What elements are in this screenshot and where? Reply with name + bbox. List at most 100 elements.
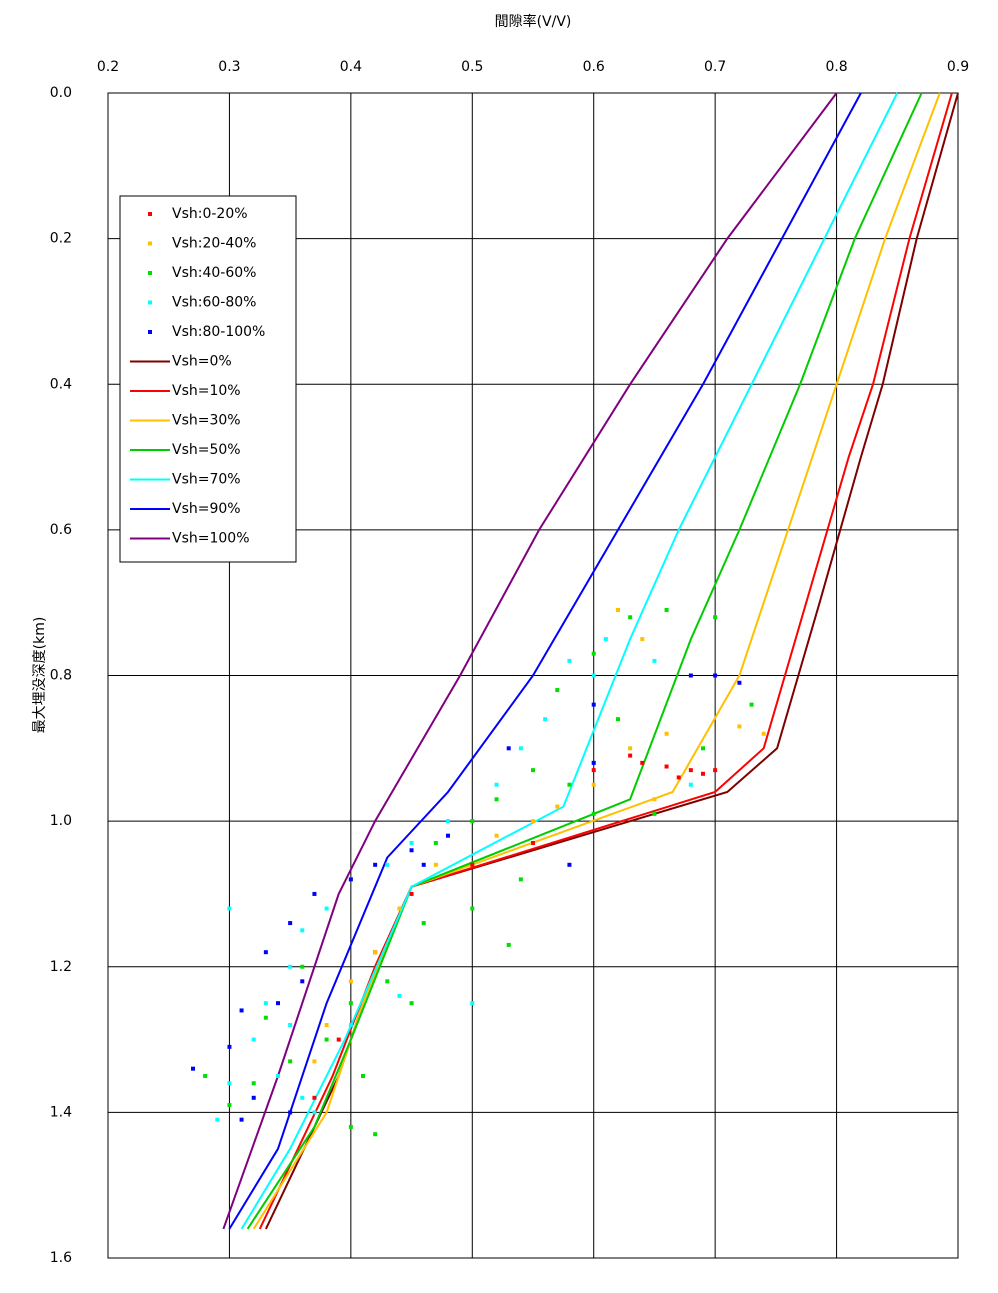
scatter-point xyxy=(348,979,353,984)
plot-area xyxy=(191,92,959,1230)
scatter-point xyxy=(652,811,657,816)
scatter-point xyxy=(470,862,475,867)
scatter-point xyxy=(300,979,305,984)
legend-label: Vsh=30% xyxy=(172,413,241,429)
scatter-point xyxy=(300,964,305,969)
scatter-point xyxy=(421,862,426,867)
scatter-point xyxy=(276,1073,280,1078)
legend: Vsh:0-20% Vsh:20-40% Vsh:40-60% Vsh:60-80% V… xyxy=(119,195,297,563)
x-tick-label: 0.9 xyxy=(947,59,969,75)
scatter-point xyxy=(263,950,268,955)
scatter-point xyxy=(543,717,548,722)
scatter-point xyxy=(591,782,596,787)
scatter-point xyxy=(506,942,511,947)
legend-marker xyxy=(148,241,152,246)
x-tick-label: 0.3 xyxy=(218,59,240,75)
y-tick-label: 0.0 xyxy=(50,85,72,101)
scatter-point xyxy=(227,1103,232,1108)
legend-label: Vsh:20-40% xyxy=(172,236,256,252)
scatter-point xyxy=(470,819,475,824)
scatter-point xyxy=(737,680,742,685)
legend-marker xyxy=(148,330,152,334)
x-axis-label: 間隙率(V/V) xyxy=(495,13,572,30)
scatter-point xyxy=(446,819,450,824)
scatter-point xyxy=(361,1073,365,1078)
y-tick-label: 0.4 xyxy=(50,376,72,392)
scatter-point xyxy=(591,673,596,678)
scatter-point xyxy=(191,1066,195,1071)
x-tick-label: 0.4 xyxy=(340,59,362,75)
x-tick-label: 0.8 xyxy=(825,59,847,75)
scatter-point xyxy=(288,1110,293,1115)
legend-label: Vsh:40-60% xyxy=(172,265,256,281)
scatter-point xyxy=(348,1124,353,1129)
scatter-point xyxy=(397,906,402,911)
scatter-point xyxy=(397,993,402,998)
scatter-point xyxy=(591,811,596,816)
scatter-point xyxy=(300,1095,305,1100)
scatter-point xyxy=(433,840,438,845)
scatter-point xyxy=(713,768,718,773)
scatter-point xyxy=(676,775,681,780)
scatter-point xyxy=(664,764,669,769)
scatter-point xyxy=(688,673,693,678)
scatter-point xyxy=(239,1117,244,1122)
scatter-point xyxy=(713,673,718,678)
scatter-point xyxy=(251,1037,256,1042)
x-tick-label: 0.7 xyxy=(704,59,726,75)
scatter-point xyxy=(373,1132,378,1137)
scatter-point xyxy=(591,651,596,656)
scatter-point xyxy=(336,1037,341,1042)
series-line xyxy=(258,92,953,1230)
scatter-point xyxy=(324,1023,329,1027)
scatter-point xyxy=(688,768,693,773)
scatter-point xyxy=(628,753,633,758)
scatter-point xyxy=(628,615,633,620)
legend-label: Vsh=100% xyxy=(172,531,250,547)
scatter-point xyxy=(664,731,669,736)
scatter-point xyxy=(373,862,378,867)
y-tick-label: 1.4 xyxy=(50,1104,72,1120)
scatter-point xyxy=(603,637,608,642)
scatter-point xyxy=(531,819,535,824)
scatter-point xyxy=(215,1117,220,1122)
scatter-point xyxy=(385,979,390,984)
scatter-point xyxy=(300,928,305,933)
scatter-point xyxy=(737,724,742,729)
scatter-point xyxy=(203,1073,208,1078)
scatter-point xyxy=(664,607,669,612)
scatter-point xyxy=(288,1059,293,1064)
scatter-point xyxy=(421,921,426,926)
scatter-point xyxy=(251,1081,256,1086)
scatter-point xyxy=(348,1001,353,1006)
scatter-point xyxy=(652,797,657,802)
x-tick-label: 0.2 xyxy=(97,59,119,75)
legend-box xyxy=(119,195,297,563)
scatter-point xyxy=(312,1095,317,1100)
legend-label: Vsh=70% xyxy=(172,472,241,488)
scatter-point xyxy=(761,731,766,736)
scatter-point xyxy=(385,862,390,867)
scatter-point xyxy=(324,906,329,911)
scatter-point xyxy=(640,637,645,642)
scatter-point xyxy=(348,877,353,882)
scatter-point xyxy=(494,782,499,787)
legend-label: Vsh=90% xyxy=(172,501,241,517)
scatter-point xyxy=(494,833,499,838)
legend-label: Vsh=10% xyxy=(172,383,241,399)
scatter-point xyxy=(433,862,438,867)
scatter-point xyxy=(409,848,414,853)
scatter-point xyxy=(288,964,293,969)
series-line xyxy=(246,92,923,1230)
series-line xyxy=(222,92,838,1230)
scatter-point xyxy=(409,1001,414,1006)
series-line xyxy=(228,92,862,1230)
scatter-point xyxy=(227,906,232,911)
series-line xyxy=(264,92,959,1230)
series-line xyxy=(252,92,941,1230)
scatter-point xyxy=(591,768,596,773)
scatter-point xyxy=(713,615,718,620)
scatter-point xyxy=(239,1008,244,1013)
scatter-point xyxy=(628,746,633,751)
scatter-point xyxy=(616,717,620,722)
